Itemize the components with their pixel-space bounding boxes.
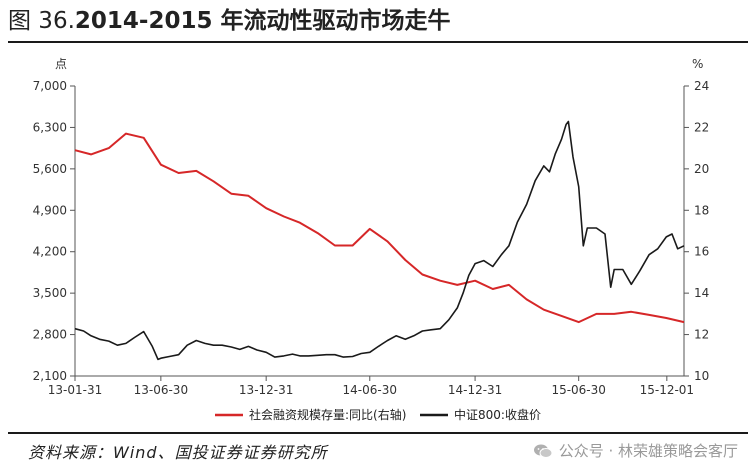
y-left-tick-label: 3,500	[33, 286, 67, 300]
x-tick-label: 15-12-01	[640, 383, 694, 397]
y-right-tick-label: 14	[694, 286, 709, 300]
y-right-tick-label: 24	[694, 79, 709, 93]
footer-divider	[8, 432, 748, 434]
x-tick-label: 13-01-31	[48, 383, 102, 397]
x-tick-label: 14-12-31	[448, 383, 502, 397]
figure-title: 图 36.2014-2015 年流动性驱动市场走牛	[8, 4, 450, 38]
legend-label-csi800: 中证800:收盘价	[454, 407, 541, 422]
y-left-tick-label: 7,000	[33, 79, 67, 93]
y-right-tick-label: 20	[694, 162, 709, 176]
y-left-tick-label: 2,100	[33, 369, 67, 383]
series-line-social-financing	[74, 132, 685, 324]
watermark: 公众号 · 林荣雄策略会客厅	[533, 440, 738, 461]
figure-title-text: 2014-2015 年流动性驱动市场走牛	[74, 8, 451, 34]
y-left-tick-label: 5,600	[33, 162, 67, 176]
x-tick-label: 13-06-30	[134, 383, 188, 397]
wechat-icon	[533, 444, 553, 458]
y-left-tick-label: 4,200	[33, 245, 67, 259]
y-right-tick-label: 22	[694, 120, 709, 134]
y-left-tick-label: 4,900	[33, 203, 67, 217]
figure-number: 图 36.	[8, 8, 75, 34]
data-source: 资料来源：Wind、国投证券证券研究所	[28, 443, 328, 462]
y-right-tick-label: 10	[694, 369, 709, 383]
series-line-csi800	[74, 120, 685, 361]
y-right-tick-label: 18	[694, 203, 709, 217]
line-chart: 点% 2,100 2,800 3,500 4,200 4,900 5,600 6,300 7,…	[33, 57, 710, 422]
y-right-tick-label: 16	[694, 245, 709, 259]
y-right-tick-label: 12	[694, 328, 709, 342]
watermark-text: 公众号 · 林荣雄策略会客厅	[558, 442, 738, 460]
title-divider	[8, 41, 748, 43]
y-left-unit-label: 点	[55, 57, 67, 71]
x-tick-label: 13-12-31	[239, 383, 293, 397]
x-tick-label: 14-06-30	[343, 383, 397, 397]
y-left-tick-label: 6,300	[33, 120, 67, 134]
y-right-unit-label: %	[692, 57, 703, 71]
legend-label-social-financing: 社会融资规模存量:同比(右轴)	[249, 407, 406, 422]
x-tick-label: 15-06-30	[551, 383, 605, 397]
y-left-tick-label: 2,800	[33, 328, 67, 342]
